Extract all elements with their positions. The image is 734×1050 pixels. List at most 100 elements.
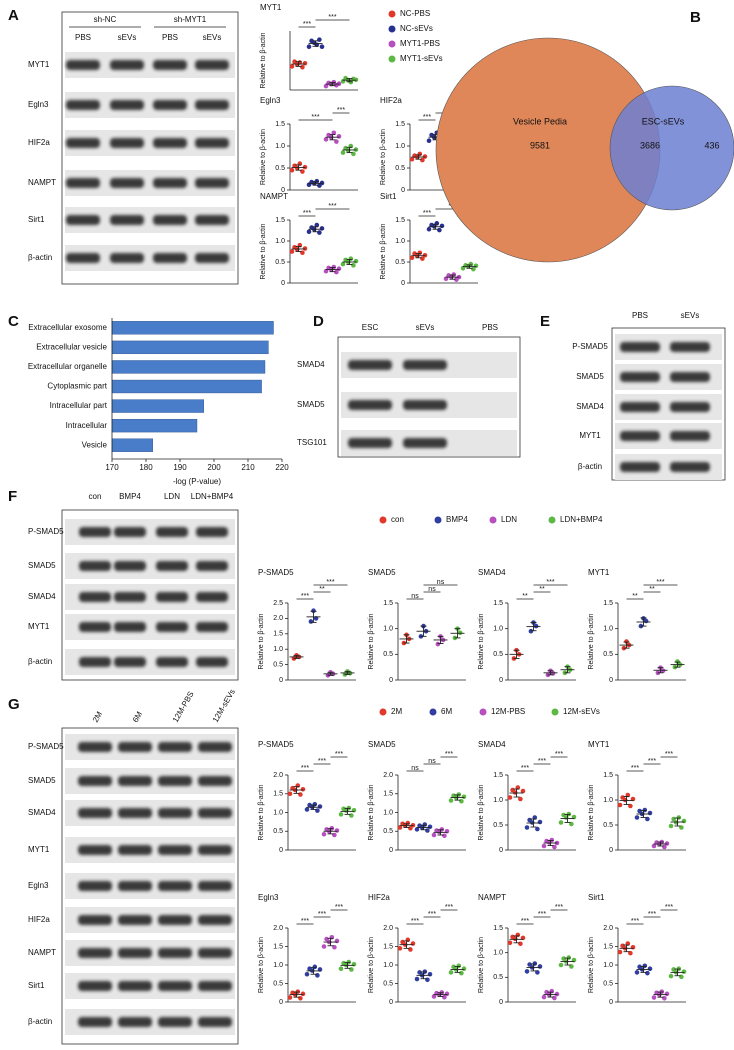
blot-band <box>198 915 232 925</box>
data-point <box>334 938 340 944</box>
y-tick-label: 0.5 <box>383 651 393 658</box>
chart-title: Sirt1 <box>380 192 397 201</box>
blot-band <box>670 462 710 472</box>
significance-label: *** <box>546 579 554 586</box>
y-tick-label: 1.5 <box>273 791 283 798</box>
blot-band <box>195 215 229 225</box>
data-point <box>287 995 293 1000</box>
legend-label: con <box>391 515 404 524</box>
data-point <box>660 668 666 674</box>
legend-label: LDN+BMP4 <box>560 515 603 524</box>
y-tick-label: 1.5 <box>603 943 613 950</box>
data-point <box>524 969 530 974</box>
data-point <box>624 639 629 644</box>
blot-band <box>198 881 232 891</box>
row-label: P-SMAD5 <box>572 342 608 351</box>
significance-label: *** <box>301 918 309 925</box>
data-point <box>535 826 540 832</box>
data-point <box>617 802 623 808</box>
row-label: MYT1 <box>28 60 50 69</box>
blot-band <box>153 178 187 188</box>
y-tick-label: 1.0 <box>493 797 503 804</box>
y-axis-label: Relative to β-actin <box>260 223 267 279</box>
data-point <box>409 255 415 261</box>
row-label: Sirt1 <box>28 215 45 224</box>
blot-band <box>114 527 146 537</box>
legend-label: BMP4 <box>446 515 468 524</box>
blot-band <box>114 622 146 632</box>
blot-band <box>118 981 152 991</box>
y-tick-label: 0 <box>279 999 283 1006</box>
data-point <box>338 812 344 817</box>
bar <box>111 418 198 433</box>
significance-label: *** <box>423 210 431 217</box>
y-tick-label: 0.5 <box>275 165 285 172</box>
row-label: MYT1 <box>28 845 50 854</box>
y-tick-label: 2.5 <box>273 600 283 607</box>
data-point <box>334 828 340 833</box>
blot-band <box>110 100 144 110</box>
blot-band <box>156 527 188 537</box>
data-point <box>319 226 325 231</box>
y-axis-label: Relative to β-actin <box>478 784 485 840</box>
lane-label: 2M <box>91 710 105 724</box>
blot-band <box>198 1017 232 1027</box>
significance-label: *** <box>631 918 639 925</box>
data-point <box>298 996 303 1001</box>
y-tick-label: 0 <box>279 847 283 854</box>
data-point <box>334 139 339 144</box>
blot-band <box>348 360 392 370</box>
chart-title: MYT1 <box>260 3 282 12</box>
y-tick-label: 0.5 <box>603 822 613 829</box>
blot-band <box>78 1017 112 1027</box>
y-tick-label: 0 <box>609 847 613 854</box>
data-point <box>561 956 566 961</box>
blot-band <box>158 808 192 818</box>
category-label: Intracellular part <box>50 401 108 410</box>
y-tick-label: 0.5 <box>493 822 503 829</box>
y-tick-label: 0.5 <box>273 661 283 668</box>
data-point <box>437 227 442 233</box>
y-tick-label: 0.5 <box>395 259 405 266</box>
chart-title: Sirt1 <box>588 893 605 902</box>
y-tick-label: 0 <box>281 280 285 287</box>
y-tick-label: 0 <box>499 999 503 1006</box>
y-tick-label: 2.0 <box>603 925 613 932</box>
blot-band <box>66 178 100 188</box>
y-tick-label: 1.5 <box>383 943 393 950</box>
y-tick-label: 1.0 <box>395 143 405 150</box>
significance-label: *** <box>656 579 664 586</box>
chart-title: Egln3 <box>258 893 279 902</box>
data-point <box>537 819 543 825</box>
significance-label: *** <box>335 751 343 758</box>
y-tick-label: 2.0 <box>273 925 283 932</box>
blot-band <box>118 881 152 891</box>
data-point <box>507 940 513 946</box>
data-point <box>668 823 674 829</box>
significance-label: *** <box>318 911 326 918</box>
chart-title: SMAD5 <box>368 740 396 749</box>
blot-band <box>118 808 152 818</box>
blot-band <box>403 438 447 448</box>
panel-label: D <box>313 313 324 330</box>
blot-band <box>158 981 192 991</box>
blot-band <box>114 592 146 602</box>
lane-label: 12M-sEVs <box>211 688 237 724</box>
significance-label: ns <box>428 586 436 593</box>
bar <box>111 321 274 335</box>
x-tick-label: 180 <box>139 463 153 472</box>
blot-band <box>348 400 392 410</box>
y-tick-label: 0 <box>499 847 503 854</box>
blot-band <box>66 138 100 148</box>
data-point <box>457 630 463 636</box>
y-tick-label: 0 <box>389 999 393 1006</box>
data-point <box>300 64 305 70</box>
blot-band <box>196 592 228 602</box>
legend-label: 2M <box>391 707 402 716</box>
legend-marker <box>551 708 559 716</box>
lane-label: LDN+BMP4 <box>191 492 234 501</box>
blot-band <box>118 948 152 958</box>
blot-band <box>195 178 229 188</box>
data-point <box>634 970 640 975</box>
blot-band <box>110 178 144 188</box>
